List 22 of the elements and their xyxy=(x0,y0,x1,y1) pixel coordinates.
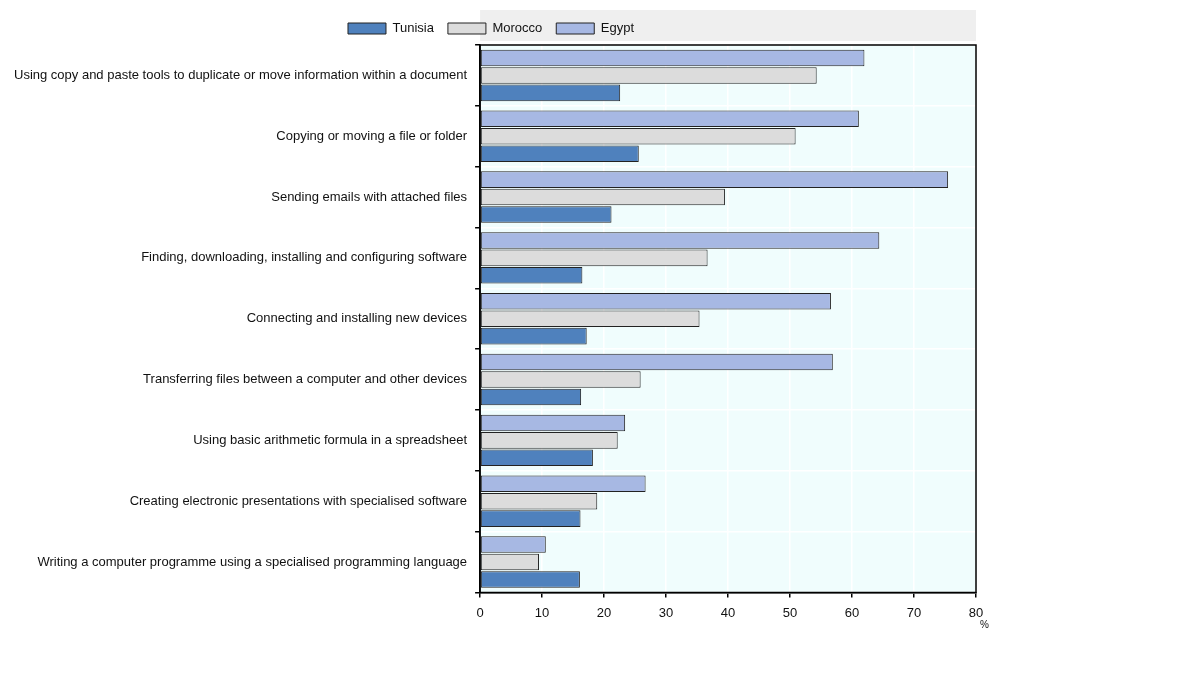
x-tick-label: 80 xyxy=(968,604,984,620)
y-tick-label: Transferring files between a computer and other devices xyxy=(143,371,468,387)
y-tick-label: Finding, downloading, installing and configuring software xyxy=(141,249,468,265)
legend-label: Tunisia xyxy=(392,20,435,36)
y-tick-label: Using basic arithmetic formula in a spreadsheet xyxy=(193,431,468,447)
y-tick-label: Connecting and installing new devices xyxy=(246,310,468,326)
legend-label: Morocco xyxy=(492,20,543,36)
x-tick-label: 20 xyxy=(596,604,612,620)
x-tick-label: 40 xyxy=(720,604,736,620)
x-tick-label: 70 xyxy=(906,604,922,620)
legend-label: Egypt xyxy=(600,20,635,36)
x-tick-label: 0 xyxy=(476,604,484,620)
y-tick-label: Creating electronic presentations with specialised software xyxy=(129,492,468,508)
x-tick-label: 30 xyxy=(658,604,674,620)
x-tick-label: 60 xyxy=(844,604,860,620)
y-tick-label: Writing a computer programme using a specialised programming language xyxy=(37,553,468,569)
x-axis-title: % xyxy=(980,619,989,631)
y-tick-label: Copying or moving a file or folder xyxy=(276,127,468,143)
x-tick-label: 50 xyxy=(782,604,798,620)
x-tick-label: 10 xyxy=(534,604,550,620)
y-tick-label: Using copy and paste tools to duplicate or move information within a document xyxy=(13,66,468,82)
y-tick-label: Sending emails with attached files xyxy=(271,188,468,204)
